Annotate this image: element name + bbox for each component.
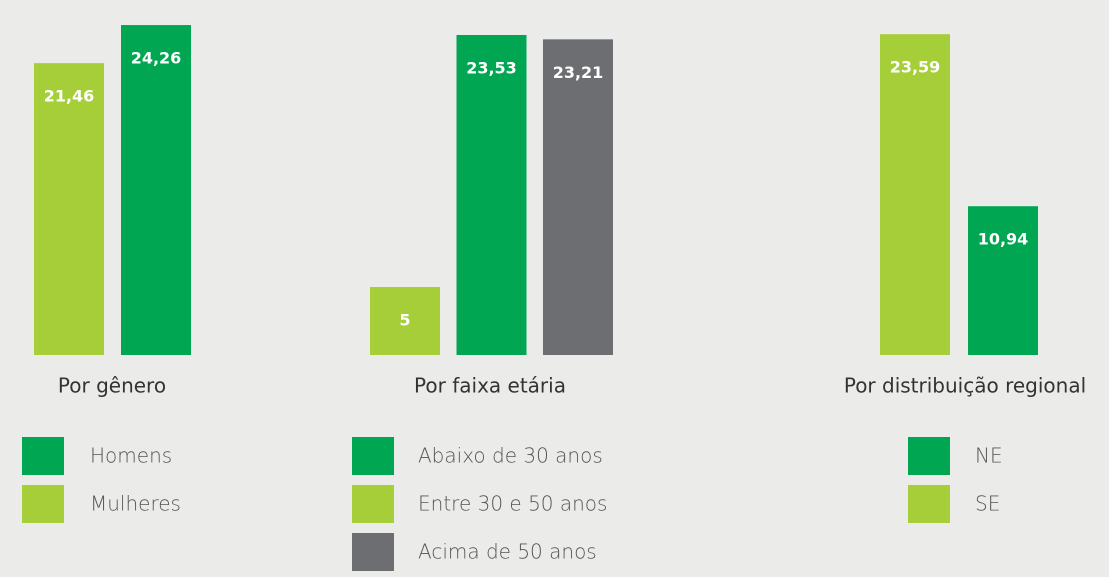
legend-label: SE bbox=[975, 492, 1000, 516]
x-axis-label: Por gênero bbox=[58, 374, 166, 398]
bar bbox=[456, 34, 527, 355]
legend-swatch bbox=[22, 485, 64, 523]
bar bbox=[34, 63, 104, 355]
bar bbox=[121, 25, 191, 356]
legend-swatch bbox=[22, 437, 64, 475]
bar bbox=[968, 206, 1038, 355]
x-axis-label: Por distribuição regional bbox=[844, 374, 1086, 398]
value-label: 23,53 bbox=[466, 58, 517, 77]
legend-swatch bbox=[352, 533, 394, 571]
bar bbox=[543, 39, 613, 356]
legend-swatch bbox=[908, 485, 950, 523]
value-label: 23,59 bbox=[890, 58, 941, 77]
legend-label: Homens bbox=[90, 444, 172, 468]
x-axis-label: Por faixa etária bbox=[414, 374, 566, 398]
legend-label: Abaixo de 30 anos bbox=[418, 444, 603, 468]
value-label: 21,46 bbox=[44, 87, 95, 106]
legend-swatch bbox=[352, 437, 394, 475]
value-label: 10,94 bbox=[978, 230, 1029, 249]
legend-label: Entre 30 e 50 anos bbox=[418, 492, 607, 516]
value-label: 23,21 bbox=[553, 63, 604, 82]
legend-label: Mulheres bbox=[90, 492, 181, 516]
legend-label: Acima de 50 anos bbox=[418, 540, 597, 564]
bar bbox=[370, 287, 440, 355]
value-label: 24,26 bbox=[131, 49, 182, 68]
bar bbox=[880, 34, 950, 356]
value-label: 5 bbox=[399, 311, 410, 330]
legend-swatch bbox=[908, 437, 950, 475]
legend-label: NE bbox=[975, 444, 1003, 468]
legend-swatch bbox=[352, 485, 394, 523]
